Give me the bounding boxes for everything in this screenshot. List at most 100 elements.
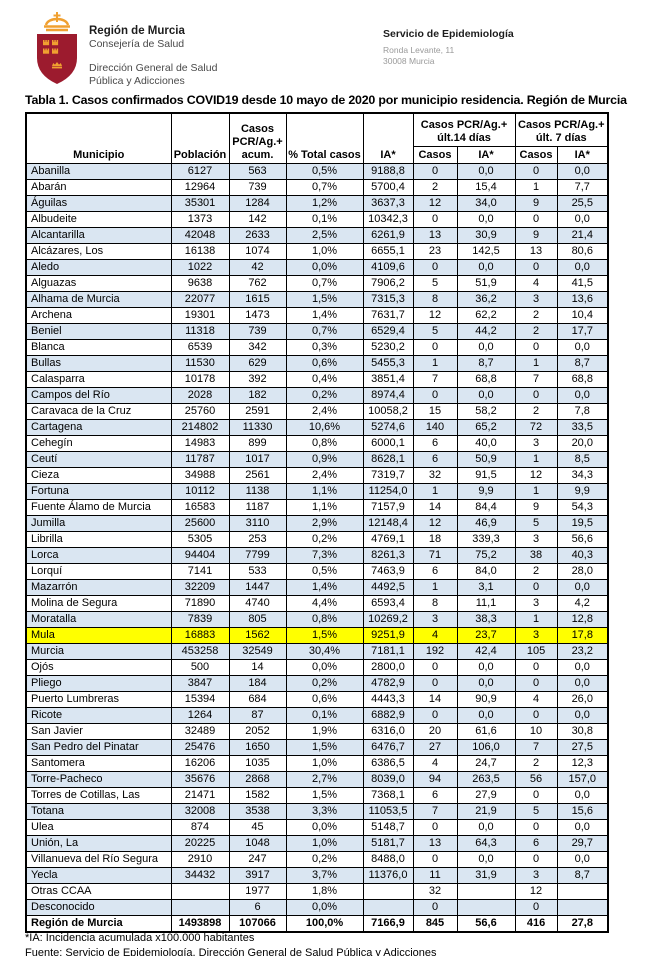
value-cell: 339,3 [456,531,516,548]
value-cell: 739 [228,323,287,340]
value-cell: 10 [514,723,558,740]
table-row: Santomera 16206 1035 1,0% 6386,5 4 24,7 2 12,3 [25,755,609,772]
value-cell: 8,7 [556,355,609,372]
municipality-cell: Cartagena [25,419,172,436]
footnotes: *IA: Incidencia acumulada x100.000 habit… [25,931,437,956]
value-cell: 50,9 [456,451,516,468]
value-cell: 8488,0 [362,851,414,868]
value-cell: 90,9 [456,691,516,708]
value-cell: 9 [514,195,558,212]
value-cell: 342 [228,339,287,356]
value-cell: 38,3 [456,611,516,628]
value-cell: 6316,0 [362,723,414,740]
value-cell: 10342,3 [362,211,414,228]
value-cell: 0,5% [285,163,364,180]
value-cell: 10112 [170,483,230,500]
value-cell: 21,4 [556,227,609,244]
value-cell: 0,8% [285,611,364,628]
value-cell: 2 [514,755,558,772]
table-row: Aledo 1022 42 0,0% 4109,6 0 0,0 0 0,0 [25,259,609,276]
value-cell: 8261,3 [362,547,414,564]
value-cell: 10,6% [285,419,364,436]
value-cell: 140 [412,419,458,436]
value-cell: 182 [228,387,287,404]
table-row: Villanueva del Río Segura 2910 247 0,2% 8488… [25,851,609,868]
value-cell: 5230,2 [362,339,414,356]
value-cell: 192 [412,643,458,660]
value-cell: 2,9% [285,515,364,532]
value-cell: 563 [228,163,287,180]
value-cell: 35301 [170,195,230,212]
value-cell: 4 [412,627,458,644]
value-cell: 5455,3 [362,355,414,372]
value-cell: 7157,9 [362,499,414,516]
value-cell: 19301 [170,307,230,324]
value-cell: 4 [514,275,558,292]
value-cell: 7631,7 [362,307,414,324]
value-cell: 8,5 [556,451,609,468]
municipality-cell: Bullas [25,355,172,372]
value-cell: 3917 [228,867,287,884]
value-cell: 94 [412,771,458,788]
value-cell: 11530 [170,355,230,372]
brand-block: Región de Murcia Consejería de Salud Dir… [34,8,625,91]
value-cell: 4 [412,755,458,772]
value-cell: 7166,9 [362,915,414,933]
value-cell: 0 [514,659,558,676]
value-cell: 40,3 [556,547,609,564]
value-cell: 18 [412,531,458,548]
value-cell: 0 [412,387,458,404]
value-cell: 533 [228,563,287,580]
value-cell: 1977 [228,883,287,900]
total-row: Región de Murcia 1493898 107066 100,0% 7166,… [25,915,609,933]
value-cell: 9251,9 [362,627,414,644]
value-cell: 11376,0 [362,867,414,884]
value-cell: 0 [514,163,558,180]
value-cell: 7,7 [556,179,609,196]
value-cell: 1,4% [285,579,364,596]
value-cell: 1650 [228,739,287,756]
value-cell: 22077 [170,291,230,308]
value-cell: 41,5 [556,275,609,292]
value-cell: 0,0 [456,163,516,180]
table-row: Mula 16883 1562 1,5% 9251,9 4 23,7 3 17,8 [25,627,609,644]
table-row: San Pedro del Pinatar 25476 1650 1,5% 6476,7… [25,739,609,756]
table-row: Ojós 500 14 0,0% 2800,0 0 0,0 0 0,0 [25,659,609,676]
value-cell: 42,4 [456,643,516,660]
value-cell: 2028 [170,387,230,404]
table-row: Alhama de Murcia 22077 1615 1,5% 7315,3 8 36,2… [25,291,609,308]
header-ia: IA* [362,112,414,164]
value-cell: 1,5% [285,627,364,644]
value-cell: 1,0% [285,243,364,260]
value-cell: 0 [514,675,558,692]
value-cell: 1284 [228,195,287,212]
municipality-cell: Fuente Álamo de Murcia [25,499,172,516]
value-cell: 3,3% [285,803,364,820]
municipality-cell: Torre-Pacheco [25,771,172,788]
value-cell [170,883,230,900]
value-cell: 11787 [170,451,230,468]
table-row: Cartagena 214802 11330 10,6% 5274,6 140 65,2 72… [25,419,609,436]
value-cell: 34,3 [556,467,609,484]
value-cell: 0 [412,211,458,228]
municipality-cell: Alhama de Murcia [25,291,172,308]
value-cell: 142,5 [456,243,516,260]
table-row: Puerto Lumbreras 15394 684 0,6% 4443,3 14 90,9… [25,691,609,708]
value-cell: 8628,1 [362,451,414,468]
value-cell: 0,0 [456,707,516,724]
value-cell: 5148,7 [362,819,414,836]
municipality-cell: Beniel [25,323,172,340]
value-cell: 1373 [170,211,230,228]
value-cell: 33,5 [556,419,609,436]
value-cell: 2 [514,403,558,420]
value-cell: 392 [228,371,287,388]
value-cell: 15,4 [456,179,516,196]
value-cell: 4443,3 [362,691,414,708]
value-cell: 0,0% [285,259,364,276]
value-cell: 4782,9 [362,675,414,692]
value-cell: 0,0% [285,659,364,676]
value-cell: 3,7% [285,867,364,884]
covid-cases-table: Municipio Población Casos PCR/Ag.+ acum.… [25,112,610,933]
value-cell: 6 [412,435,458,452]
